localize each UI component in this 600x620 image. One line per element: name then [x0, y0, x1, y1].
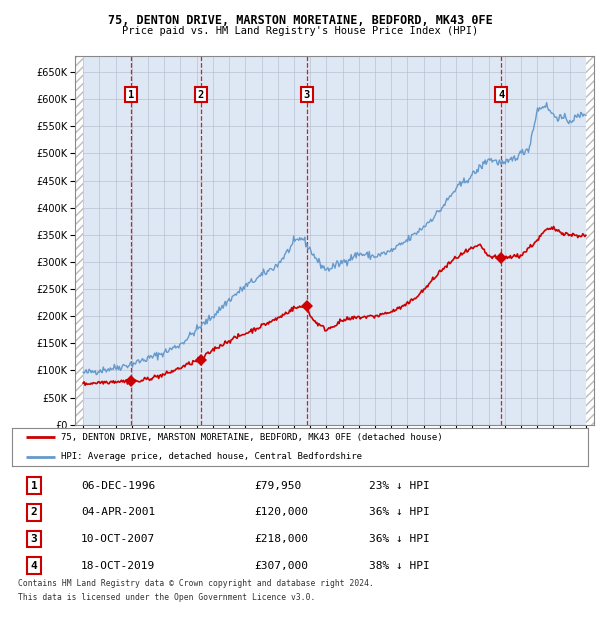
Text: 4: 4 — [31, 560, 37, 571]
Text: 3: 3 — [31, 534, 37, 544]
Text: 36% ↓ HPI: 36% ↓ HPI — [369, 507, 430, 518]
Text: Contains HM Land Registry data © Crown copyright and database right 2024.: Contains HM Land Registry data © Crown c… — [18, 579, 374, 588]
Text: 3: 3 — [304, 89, 310, 100]
Text: 10-OCT-2007: 10-OCT-2007 — [81, 534, 155, 544]
Text: 18-OCT-2019: 18-OCT-2019 — [81, 560, 155, 571]
Text: £79,950: £79,950 — [254, 480, 301, 491]
Text: 4: 4 — [498, 89, 505, 100]
Text: 75, DENTON DRIVE, MARSTON MORETAINE, BEDFORD, MK43 0FE: 75, DENTON DRIVE, MARSTON MORETAINE, BED… — [107, 14, 493, 27]
Text: 1: 1 — [128, 89, 134, 100]
Text: 38% ↓ HPI: 38% ↓ HPI — [369, 560, 430, 571]
Text: 2: 2 — [31, 507, 37, 518]
Text: £120,000: £120,000 — [254, 507, 308, 518]
Text: Price paid vs. HM Land Registry's House Price Index (HPI): Price paid vs. HM Land Registry's House … — [122, 26, 478, 36]
Text: 04-APR-2001: 04-APR-2001 — [81, 507, 155, 518]
Text: This data is licensed under the Open Government Licence v3.0.: This data is licensed under the Open Gov… — [18, 593, 316, 603]
Text: 06-DEC-1996: 06-DEC-1996 — [81, 480, 155, 491]
Text: 23% ↓ HPI: 23% ↓ HPI — [369, 480, 430, 491]
Bar — [586, 56, 594, 425]
Text: 1: 1 — [31, 480, 37, 491]
Text: 75, DENTON DRIVE, MARSTON MORETAINE, BEDFORD, MK43 0FE (detached house): 75, DENTON DRIVE, MARSTON MORETAINE, BED… — [61, 433, 443, 442]
Text: £218,000: £218,000 — [254, 534, 308, 544]
Text: HPI: Average price, detached house, Central Bedfordshire: HPI: Average price, detached house, Cent… — [61, 452, 362, 461]
Bar — [75, 56, 83, 425]
Text: £307,000: £307,000 — [254, 560, 308, 571]
Text: 2: 2 — [198, 89, 204, 100]
Text: 36% ↓ HPI: 36% ↓ HPI — [369, 534, 430, 544]
